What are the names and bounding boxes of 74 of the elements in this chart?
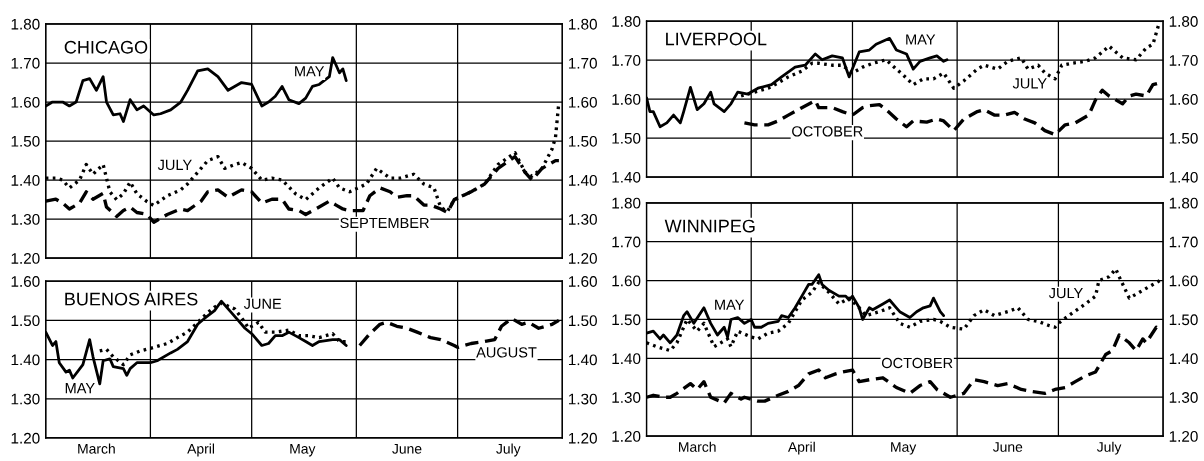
y2-tick-label: 1.70 (1169, 55, 1198, 66)
y2-tick-label: 1.20 (568, 253, 597, 264)
y-tick-label: 1.80 (612, 197, 641, 209)
y-tick-label: 1.50 (11, 135, 40, 147)
annotation: JULY (157, 159, 192, 171)
y2-tick-label: 1.40 (568, 354, 597, 366)
y-tick-label: 1.70 (11, 57, 40, 69)
x-tick-label: May (290, 444, 316, 457)
chart-title: BUENOS AIRES (65, 292, 198, 306)
y-tick-label: 1.40 (11, 354, 40, 366)
x-tick-label: March (679, 441, 716, 452)
annotation: AUGUST (476, 347, 537, 358)
annotation: MAY (906, 34, 936, 45)
y-tick-label: 1.30 (11, 214, 40, 225)
x-tick-label: May (891, 442, 917, 455)
y-tick-label: 1.20 (11, 253, 40, 264)
y-tick-label: 1.60 (11, 96, 40, 108)
y2-tick-label: 1.60 (1169, 93, 1198, 105)
y2-tick-label: 1.40 (1169, 171, 1198, 183)
chart-title: LIVERPOOL (666, 32, 767, 46)
text: WINNIPEG (664, 219, 755, 233)
y2-tick-label: 1.60 (568, 96, 597, 108)
y-tick-label: 1.20 (11, 432, 40, 444)
y2-tick-label: 1.50 (1169, 314, 1198, 326)
x-tick-label: June (392, 444, 422, 454)
annotation: OCTOBER (792, 126, 863, 137)
y-tick-label: 1.20 (612, 430, 641, 442)
x-tick-label: April (787, 441, 815, 455)
y2-tick-label: 1.80 (1169, 197, 1198, 209)
annotation: SEPTEMBER (340, 217, 429, 229)
y2-tick-label: 1.80 (568, 18, 597, 30)
y2-tick-label: 1.20 (568, 432, 597, 444)
annotation: MAY (295, 66, 325, 77)
y2-tick-label: 1.70 (568, 57, 597, 69)
annotation: JUNE (243, 298, 282, 309)
x-tick-label: July (1096, 441, 1122, 455)
y-tick-label: 1.60 (612, 93, 641, 105)
y-tick-label: 1.40 (11, 174, 40, 186)
x-tick-label: June (992, 442, 1023, 452)
text: CHICAGO (64, 40, 148, 54)
y-tick-label: 1.80 (612, 16, 641, 27)
y2-tick-label: 1.80 (1169, 16, 1198, 27)
y2-tick-label: 1.60 (568, 276, 597, 287)
y2-tick-label: 1.20 (1169, 430, 1198, 442)
annotation: JULY (1012, 78, 1047, 89)
y-tick-label: 1.70 (612, 236, 641, 248)
annotation: OCTOBER (881, 357, 953, 369)
x-tick-label: July (496, 443, 521, 457)
y2-tick-label: 1.40 (568, 174, 597, 186)
y2-tick-label: 1.40 (1169, 353, 1198, 365)
y2-tick-label: 1.50 (568, 315, 597, 327)
y2-tick-label: 1.30 (568, 393, 597, 405)
y2-tick-label: 1.50 (1169, 132, 1198, 144)
y-tick-label: 1.60 (11, 276, 40, 287)
annotation: JULY (1048, 288, 1083, 299)
y2-tick-label: 1.30 (1169, 392, 1198, 403)
y-tick-label: 1.50 (612, 132, 641, 144)
annotation: MAY (65, 383, 95, 394)
y-tick-label: 1.40 (612, 353, 641, 365)
annotation: MAY (715, 299, 745, 310)
y-tick-label: 1.80 (11, 18, 40, 30)
y2-tick-label: 1.70 (1169, 236, 1198, 248)
x-tick-label: April (187, 443, 215, 457)
y-tick-label: 1.40 (612, 171, 641, 183)
y-tick-label: 1.70 (612, 55, 641, 66)
y-tick-label: 1.60 (612, 275, 641, 287)
y-tick-label: 1.50 (11, 315, 40, 327)
x-tick-label: March (78, 443, 115, 454)
y2-tick-label: 1.50 (568, 135, 597, 147)
y-tick-label: 1.30 (612, 392, 641, 403)
y2-tick-label: 1.30 (568, 214, 597, 225)
y-tick-label: 1.30 (11, 393, 40, 405)
y-tick-label: 1.50 (612, 314, 641, 326)
y2-tick-label: 1.60 (1169, 275, 1198, 287)
